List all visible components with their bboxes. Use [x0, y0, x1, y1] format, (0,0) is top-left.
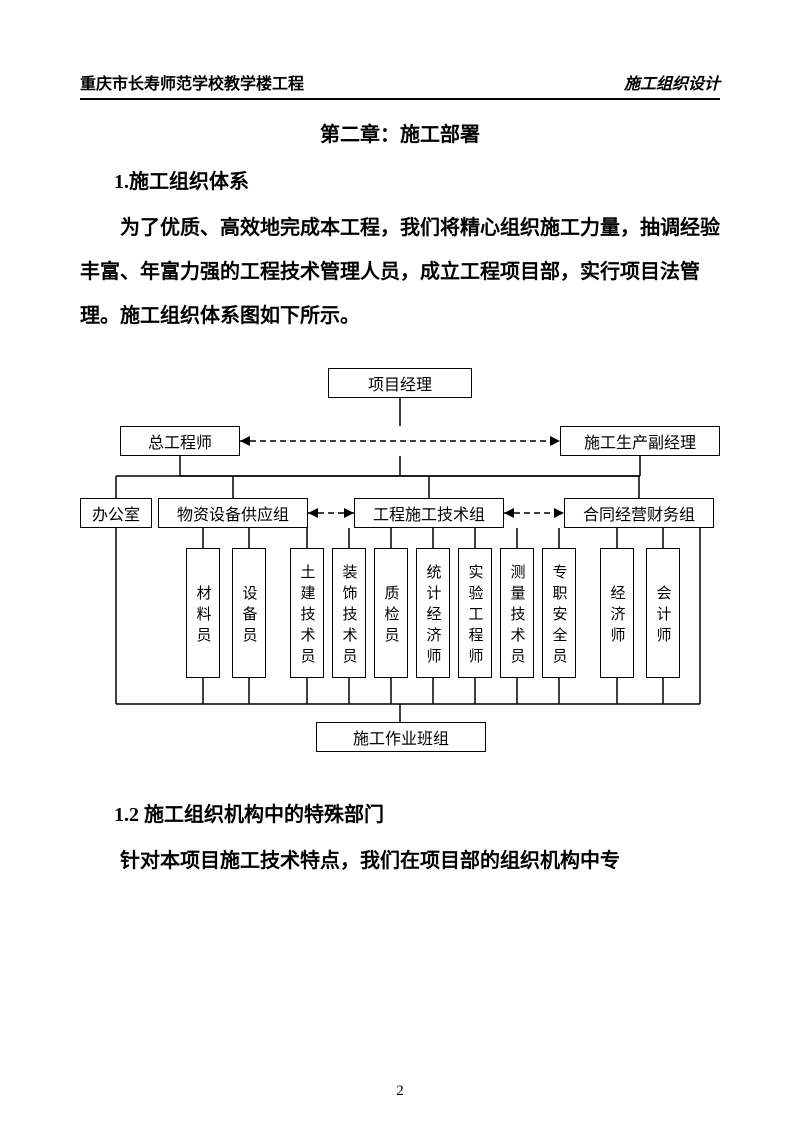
page-number: 2: [0, 1083, 800, 1100]
role-9: 经济师: [600, 548, 634, 678]
paragraph-1: 为了优质、高效地完成本工程，我们将精心组织施工力量，抽调经验丰富、年富力强的工程…: [80, 206, 720, 338]
role-8: 专职安全员: [542, 548, 576, 678]
role-6: 实验工程师: [458, 548, 492, 678]
node-deputy: 施工生产副经理: [560, 426, 720, 456]
role-0: 材料员: [186, 548, 220, 678]
header-left: 重庆市长寿师范学校教学楼工程: [80, 70, 304, 94]
node-supply: 物资设备供应组: [158, 498, 308, 528]
node-pm: 项目经理: [328, 368, 472, 398]
role-3: 装饰技术员: [332, 548, 366, 678]
role-10: 会计师: [646, 548, 680, 678]
role-7: 测量技术员: [500, 548, 534, 678]
node-chief: 总工程师: [120, 426, 240, 456]
header-right: 施工组织设计: [624, 70, 720, 94]
chapter-title: 第二章：施工部署: [80, 118, 720, 147]
node-finance: 合同经营财务组: [564, 498, 714, 528]
page: 重庆市长寿师范学校教学楼工程 施工组织设计 第二章：施工部署 1.施工组织体系 …: [0, 0, 800, 1130]
section1-title: 1.施工组织体系: [80, 165, 720, 194]
org-chart: 项目经理总工程师 施工生产副经理办公室物资设备供应组 工程施工技术组 合同经营财务组施…: [80, 368, 720, 768]
page-header: 重庆市长寿师范学校教学楼工程 施工组织设计: [80, 70, 720, 100]
role-1: 设备员: [232, 548, 266, 678]
role-2: 土建技术员: [290, 548, 324, 678]
role-4: 质检员: [374, 548, 408, 678]
section2-title: 1.2 施工组织机构中的特殊部门: [80, 798, 720, 827]
node-team: 施工作业班组: [316, 722, 486, 752]
paragraph-2: 针对本项目施工技术特点，我们在项目部的组织机构中专: [80, 839, 720, 883]
node-office: 办公室: [80, 498, 152, 528]
role-5: 统计经济师: [416, 548, 450, 678]
node-tech: 工程施工技术组: [354, 498, 504, 528]
